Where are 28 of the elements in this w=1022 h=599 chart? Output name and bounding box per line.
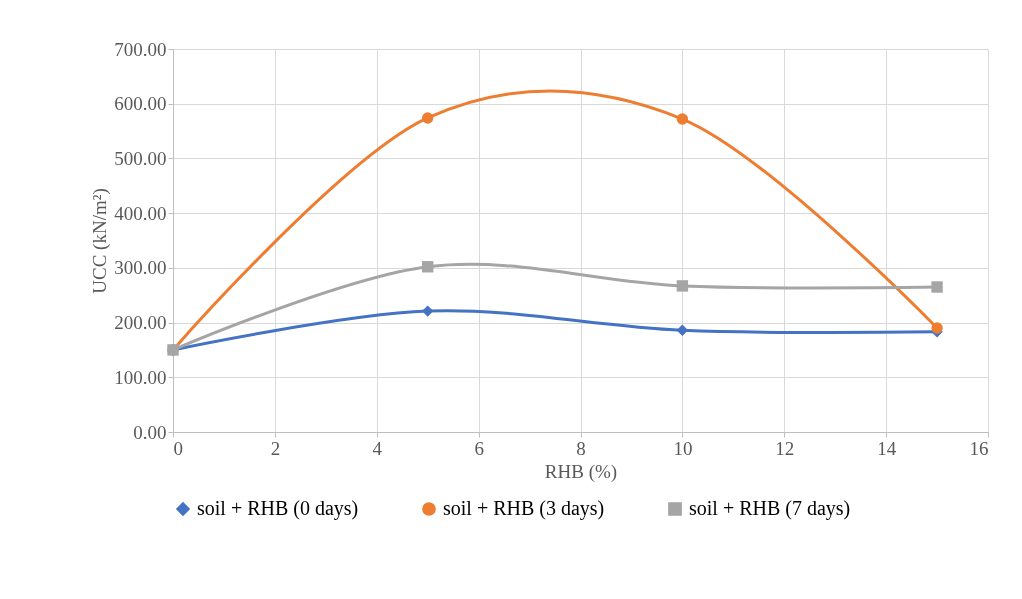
point	[931, 281, 943, 293]
legend-label: soil + RHB (3 days)	[443, 497, 605, 520]
point	[421, 112, 434, 124]
y-tick-label: 0.00	[133, 421, 167, 443]
legend-label: soil + RHB (0 days)	[197, 497, 359, 520]
x-tick-label: 10	[673, 437, 693, 459]
x-tick-label: 14	[877, 437, 897, 459]
y-tick-label: 500.00	[114, 147, 167, 169]
point	[676, 113, 689, 125]
y-tick-label: 600.00	[114, 93, 167, 115]
point	[676, 280, 689, 292]
x-tick-label: 6	[474, 437, 484, 459]
point	[421, 261, 434, 273]
x-tick-label: 4	[372, 437, 383, 459]
y-tick-label: 300.00	[114, 257, 167, 279]
point	[931, 322, 943, 334]
y-axis-title: UCC (kN/m²)	[89, 188, 112, 294]
x-axis-title: RHB (%)	[544, 460, 618, 483]
x-tick-label: 16	[969, 437, 989, 459]
x-tick-label: 0	[173, 437, 183, 459]
y-tick-label: 200.00	[114, 312, 167, 334]
y-tick-label: 400.00	[114, 202, 167, 224]
x-tick-label: 2	[270, 437, 281, 459]
x-tick-label: 12	[775, 437, 795, 459]
legend-label: soil + RHB (7 days)	[689, 497, 851, 520]
x-tick-label: 8	[576, 437, 586, 459]
y-tick-label: 100.00	[114, 366, 167, 388]
y-tick-label: 700.00	[114, 38, 167, 60]
